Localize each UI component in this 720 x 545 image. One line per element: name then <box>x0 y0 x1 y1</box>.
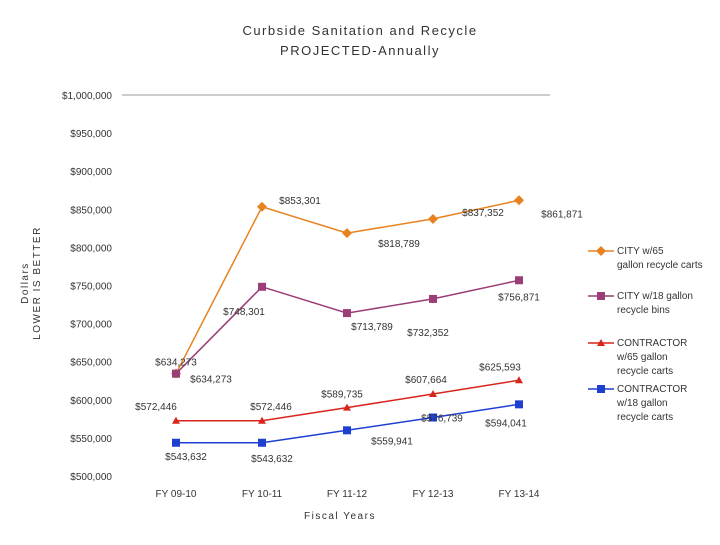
data-point <box>172 369 180 378</box>
x-tick-label: FY 10-11 <box>242 489 283 500</box>
data-label: $625,593 <box>479 362 521 373</box>
chart-title: Curbside Sanitation and Recycle <box>242 23 477 38</box>
legend-label: recycle carts <box>617 366 673 377</box>
data-point <box>258 282 266 291</box>
data-point <box>515 276 523 285</box>
data-point <box>343 309 351 318</box>
data-label: $607,664 <box>405 375 447 386</box>
data-label: $748,301 <box>223 307 265 318</box>
series-line <box>175 279 520 375</box>
legend-label: w/18 gallon <box>616 398 668 409</box>
legend-label: CONTRACTOR <box>617 384 687 395</box>
y-tick-label: $750,000 <box>70 282 112 293</box>
legend-entry: CONTRACTOR w/65 gallon recycle carts <box>588 338 687 377</box>
data-label: $594,041 <box>485 418 527 429</box>
data-point <box>429 413 437 422</box>
legend-label: recycle bins <box>617 305 670 316</box>
legend: CITY w/65 gallon recycle carts CITY w/18 g… <box>588 246 703 423</box>
legend-swatch-marker <box>597 339 605 346</box>
data-point <box>343 403 351 411</box>
data-point <box>343 426 351 435</box>
data-label: $732,352 <box>407 328 449 339</box>
legend-entry: CITY w/18 gallon recycle bins <box>588 291 693 316</box>
y-tick-label: $700,000 <box>70 320 112 331</box>
data-point <box>342 228 352 239</box>
data-labels-3: $572,446 $572,446 $589,735 $607,664 $625,593 <box>135 362 521 412</box>
y-tick-label: $600,000 <box>70 396 112 407</box>
data-label: $543,632 <box>165 452 207 463</box>
legend-entry: CONTRACTOR w/18 gallon recycle carts <box>588 384 687 423</box>
data-point <box>429 389 437 397</box>
data-point <box>258 416 266 424</box>
data-label: $861,871 <box>541 209 583 220</box>
series-2 <box>172 276 523 378</box>
data-label: $818,789 <box>378 239 420 250</box>
data-point <box>258 438 266 447</box>
legend-label: CITY w/18 gallon <box>617 291 693 302</box>
data-point <box>428 213 438 224</box>
data-label: $756,871 <box>498 292 540 303</box>
data-label: $543,632 <box>251 454 293 465</box>
legend-swatch-marker <box>597 385 605 393</box>
data-point <box>514 195 524 206</box>
y-tick-label: $950,000 <box>70 129 112 140</box>
y-tick-label: $500,000 <box>70 472 112 483</box>
x-axis-ticks: FY 09-10 FY 10-11 FY 11-12 FY 12-13 FY 13-14 <box>156 489 540 500</box>
data-point <box>515 400 523 409</box>
y-axis-subtitle: LOWER IS BETTER <box>32 226 43 340</box>
y-tick-label: $850,000 <box>70 205 112 216</box>
y-axis-title: Dollars <box>20 262 31 304</box>
x-axis-title: Fiscal Years <box>304 511 376 522</box>
series-4 <box>172 400 523 447</box>
x-tick-label: FY 13-14 <box>499 489 540 500</box>
data-label: $853,301 <box>279 196 321 207</box>
data-point <box>257 201 267 212</box>
data-point <box>429 294 437 303</box>
data-point <box>172 438 180 447</box>
data-label: $589,735 <box>321 390 363 401</box>
legend-label: w/65 gallon <box>616 352 668 363</box>
legend-label: gallon recycle carts <box>617 260 703 271</box>
y-axis-ticks: $500,000 $550,000 $600,000 $650,000 $700,000… <box>62 91 112 483</box>
data-labels-1: $634,273 $853,301 $818,789 $837,352 $861,871 <box>155 196 583 369</box>
data-label: $837,352 <box>462 208 504 219</box>
y-tick-label: $800,000 <box>70 243 112 254</box>
y-tick-label: $550,000 <box>70 434 112 445</box>
x-tick-label: FY 12-13 <box>413 489 454 500</box>
legend-entry: CITY w/65 gallon recycle carts <box>588 246 703 271</box>
y-tick-label: $650,000 <box>70 358 112 369</box>
legend-swatch-marker <box>597 292 605 300</box>
series-line <box>175 199 520 375</box>
legend-label: CONTRACTOR <box>617 338 687 349</box>
data-label: $634,273 <box>190 375 232 386</box>
data-point <box>515 376 523 384</box>
series-3 <box>172 376 523 424</box>
data-point <box>172 416 180 424</box>
legend-label: CITY w/65 <box>617 246 664 257</box>
data-label: $713,789 <box>351 322 393 333</box>
data-labels-4: $543,632 $543,632 $559,941 $576,739 $594,041 <box>165 414 527 465</box>
series-1 <box>171 195 524 379</box>
data-label: $576,739 <box>421 414 463 425</box>
data-label: $572,446 <box>135 402 177 413</box>
y-tick-label: $900,000 <box>70 167 112 178</box>
legend-label: recycle carts <box>617 412 673 423</box>
data-label: $572,446 <box>250 402 292 413</box>
x-tick-label: FY 11-12 <box>327 489 368 500</box>
series-layer: $634,273 $853,301 $818,789 $837,352 $861,871… <box>135 195 583 465</box>
data-label: $634,273 <box>155 358 197 369</box>
x-tick-label: FY 09-10 <box>156 489 197 500</box>
y-tick-label: $1,000,000 <box>62 91 112 102</box>
legend-swatch-marker <box>596 246 606 256</box>
data-label: $559,941 <box>371 436 413 447</box>
chart-subtitle: PROJECTED-Annually <box>280 43 440 58</box>
data-labels-2: $634,273 $748,301 $713,789 $732,352 $756,871 <box>190 292 540 385</box>
